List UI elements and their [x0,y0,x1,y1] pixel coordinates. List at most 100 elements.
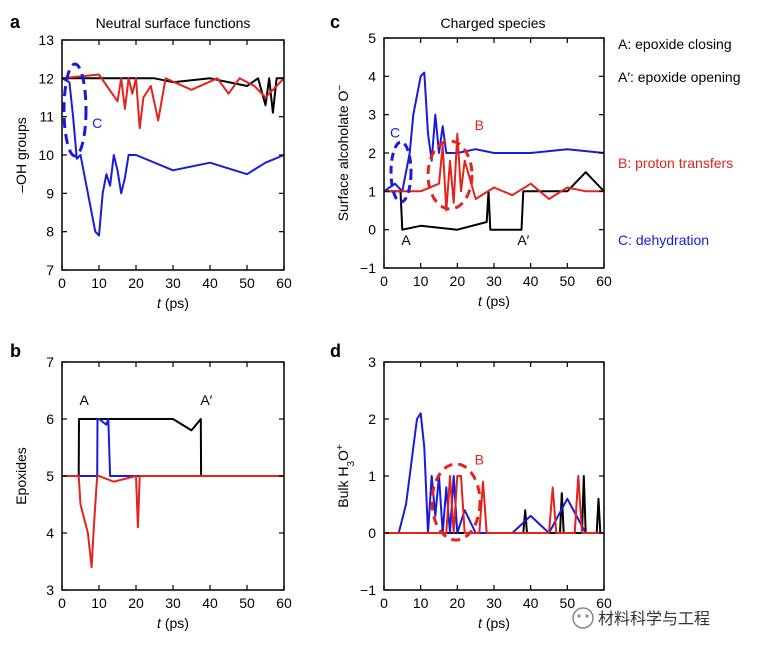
panel-letter-a: a [10,12,21,32]
x-tick-label-c: 0 [380,273,388,289]
x-tick-label-c: 20 [450,273,466,289]
x-axis-label-c: t (ps) [478,293,510,309]
x-tick-label-a: 10 [91,275,107,291]
y-tick-label-a: 7 [46,262,54,278]
y-tick-label-a: 9 [46,185,54,201]
y-tick-label-c: 4 [368,68,376,84]
x-tick-label-a: 20 [128,275,144,291]
y-tick-label-d: 0 [368,525,376,541]
y-tick-label-a: 10 [38,147,54,163]
x-tick-label-a: 60 [276,275,292,291]
y-tick-label-b: 5 [46,468,54,484]
x-tick-label-b: 10 [91,595,107,611]
series-line-b-red [62,475,284,569]
watermark-text: 材料科学与工程 [598,610,710,628]
x-axis-label-a: t (ps) [157,295,189,311]
legend-epoxide-closing: A: epoxide closing [618,36,732,52]
y-tick-label-d: 2 [368,411,376,427]
x-tick-label-b: 20 [128,595,144,611]
x-tick-label-d: 10 [413,595,429,611]
x-tick-label-b: 40 [202,595,218,611]
panel-a-chart: 0 10 20 30 40 50 60 7 8 9 10 11 12 13 t (ps) –OH groups… [13,32,292,311]
x-tick-label-d: 30 [486,595,502,611]
x-tick-label-d: 20 [450,595,466,611]
highlight-ellipse-c-panel-a [62,62,88,158]
legend-epoxide-opening: A′: epoxide opening [618,69,741,85]
x-tick-label-c: 30 [486,273,502,289]
annotation-b: A [80,392,90,408]
x-tick-label-a: 30 [165,275,181,291]
series-line-a-blue [61,77,285,237]
y-axis-label-d: Bulk H3O+ [335,444,357,508]
x-tick-label-d: 60 [596,595,612,611]
x-tick-label-a: 40 [202,275,218,291]
wechat-icon [572,607,594,629]
y-tick-label-c: 5 [368,30,376,46]
y-tick-label-a: 8 [46,224,54,240]
series-line-a-red [61,73,285,130]
y-tick-label-d: −1 [360,582,376,598]
x-tick-label-c: 40 [523,273,539,289]
y-tick-label-b: 3 [46,582,54,598]
annotation-c: C [390,125,400,141]
x-tick-label-c: 50 [560,273,576,289]
x-tick-label-d: 0 [380,595,388,611]
series-line-c-black [384,171,605,231]
series-line-b-black [62,418,284,477]
y-tick-label-a: 12 [38,70,54,86]
plot-frame-d [383,361,605,591]
series-line-d-blue [384,412,604,534]
series-line-b-blue [62,418,284,477]
wechat-icon-eye-left [577,614,581,618]
y-tick-label-a: 13 [38,32,54,48]
y-axis-label-a: –OH groups [13,117,29,192]
y-tick-label-c: 1 [368,183,376,199]
x-tick-label-c: 10 [413,273,429,289]
panel-letter-b: b [10,341,21,361]
x-axis-label-d: t (ps) [478,615,510,631]
annotation-d: B [475,452,484,468]
annotation-c: B [475,117,484,133]
series-line-c-red [384,132,604,212]
title-a: Neutral surface functions [96,15,251,31]
y-tick-label-d: 3 [368,354,376,370]
series-line-c-blue [383,71,605,193]
y-tick-label-c: −1 [360,260,376,276]
y-tick-label-a: 11 [39,109,54,125]
highlight-ellipse-b-panel-d [430,462,482,542]
x-axis-label-b: t (ps) [157,615,189,631]
y-tick-label-c: 3 [368,107,376,123]
y-tick-label-b: 4 [46,525,54,541]
y-tick-label-c: 0 [368,222,376,238]
annotation-b: A′ [200,392,212,408]
annotation-c: A′ [517,232,529,248]
y-tick-label-c: 2 [368,145,376,161]
y-tick-label-b: 7 [46,354,54,370]
panel-letter-d: d [330,341,341,361]
x-tick-label-c: 60 [596,273,612,289]
x-tick-label-b: 60 [276,595,292,611]
panel-b-chart: 0 10 20 30 40 50 60 3 4 5 6 7 t (ps) Epoxides A A′ [13,354,292,631]
watermark: 材料科学与工程 [572,607,710,629]
highlight-ellipse-c-panel-c [389,140,413,204]
y-axis-label-c: Surface alcoholate O− [335,85,352,222]
title-c: Charged species [440,15,545,31]
legend-dehydration: C: dehydration [618,232,709,248]
annotation-a: C [92,115,102,131]
x-tick-label-a: 0 [58,275,66,291]
legend-proton-transfers: B: proton transfers [618,155,733,171]
x-tick-label-d: 40 [523,595,539,611]
wechat-icon-eye-right [585,614,589,618]
y-tick-label-d: 1 [368,468,376,484]
panel-letter-c: c [330,12,340,32]
y-tick-label-b: 6 [46,411,54,427]
x-tick-label-b: 50 [239,595,255,611]
x-tick-label-b: 30 [165,595,181,611]
y-axis-label-b: Epoxides [13,447,29,505]
annotation-c: A [401,232,411,248]
x-tick-label-d: 50 [560,595,576,611]
x-tick-label-b: 0 [58,595,66,611]
